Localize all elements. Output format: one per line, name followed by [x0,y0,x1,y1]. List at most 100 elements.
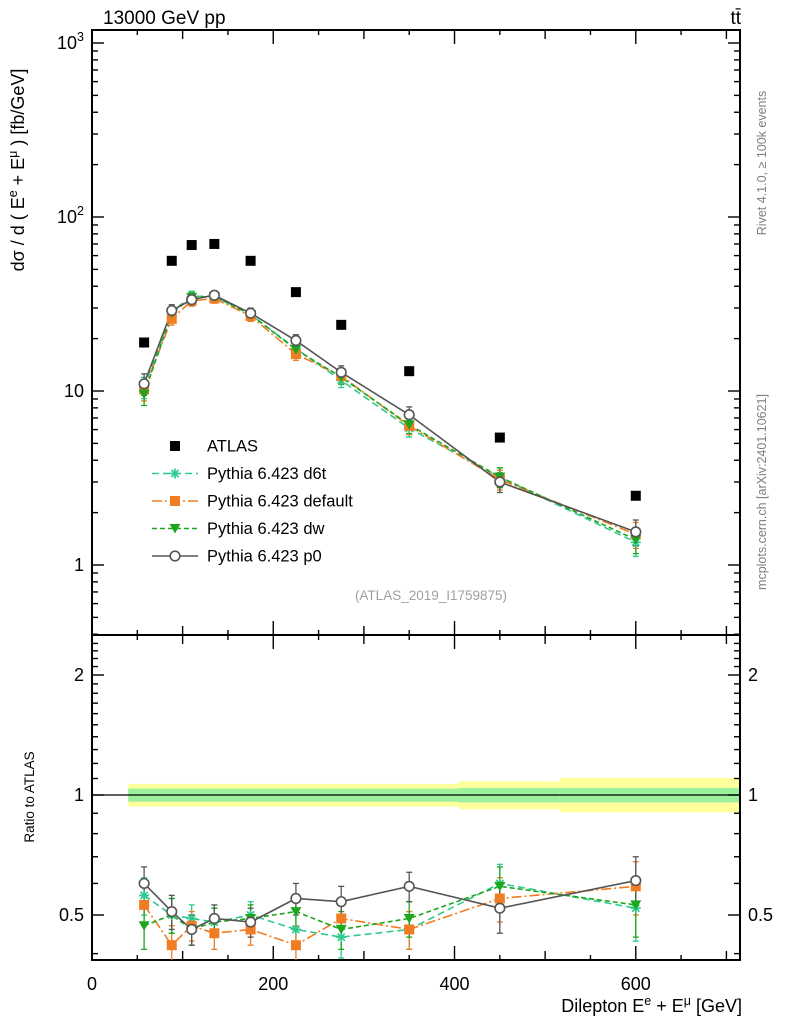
circle-marker [630,526,642,538]
ratio-p0-point [186,923,198,936]
ratio-p0-point [403,880,415,892]
x-tick-label: 400 [439,974,469,994]
legend-item-atlas: ATLAS [170,438,258,456]
legend-dw-marker [169,524,181,534]
ratio-default-point [494,893,505,904]
ratio-y-tick-label-right: 2 [748,665,758,685]
circle-marker [166,905,178,918]
star-arm [139,891,149,900]
ratio-y-tick-label: 0.5 [59,905,84,925]
series-atlas-point [336,319,347,330]
triangle-marker [403,913,415,924]
main-y-tick-label: 102 [57,204,84,227]
series-p0-point [630,526,642,538]
triangle-marker [494,881,506,892]
ratio-d6t-point [139,890,150,901]
ratio-dw-point [494,881,506,892]
square-marker [166,940,177,951]
series-p0-point [208,289,220,301]
square-marker [404,366,415,377]
ratio-dw-point [403,913,415,924]
square-marker [139,337,150,348]
series-p0-point [494,476,506,488]
ratio-default-point [630,881,641,892]
series-p0-point [403,409,415,421]
legend-p0-marker [169,550,181,562]
panel-frames [91,29,741,961]
square-marker [336,319,347,330]
series-p0-point [138,378,150,390]
legend-label: Pythia 6.423 d6t [207,465,327,483]
triangle-marker [335,924,347,935]
legend: ATLAS Pythia 6.423 d6t Pythia 6.423 defaul… [152,438,353,566]
series-atlas-point [404,366,415,377]
mcplots-reference-note: mcplots.cern.ch [arXiv:2401.10621] [755,394,769,590]
ratio-default-point [245,924,256,935]
circle-marker [403,409,415,421]
series-dw-point [403,420,415,430]
star-arm [291,925,301,934]
ratio-p0-line [143,879,636,931]
triangle-marker [169,524,181,534]
square-marker [245,924,256,935]
star-arm [337,932,346,942]
circle-marker [290,892,302,905]
square-marker [166,313,177,324]
series-default-point [139,384,150,395]
circle-marker [208,912,220,925]
circle-marker [245,307,257,319]
triangle-marker [138,389,150,400]
rivet-version-note: Rivet 4.1.0, ≥ 100k events [755,91,769,235]
legend-item-d6t: Pythia 6.423 d6t [152,465,327,483]
legend-atlas-marker [170,441,180,451]
square-marker [170,496,180,506]
legend-d6t-marker [170,468,180,479]
process-title: tt̄ [730,8,741,29]
square-marker [186,240,197,251]
ratio-y-tick-label-right: 0.5 [748,905,773,925]
square-marker [290,940,301,951]
series-d6t-line [143,295,637,544]
main-y-tick-label: 103 [57,30,84,53]
circle-marker [630,874,642,887]
x-tick-label: 200 [258,974,288,994]
data-series [138,238,642,960]
ratio-panel-data [138,856,642,960]
circle-marker [186,294,198,306]
square-marker [139,899,150,910]
series-atlas-point [209,238,220,249]
circle-marker [494,476,506,488]
series-atlas-point [166,255,177,266]
circle-marker [138,378,150,390]
series-atlas-point [290,287,301,298]
beam-energy-title: 13000 GeV pp [103,8,226,29]
circle-marker [335,896,347,908]
legend-label: Pythia 6.423 p0 [207,548,322,566]
square-marker [336,913,347,924]
analysis-id-watermark: (ATLAS_2019_I1759875) [355,588,507,603]
ratio-p0-point [208,912,220,925]
circle-marker [208,289,220,301]
ratio-p0-point [494,902,506,914]
circle-marker [245,916,257,928]
ratio-p0-point [335,896,347,908]
square-marker [209,238,220,249]
legend-default-marker [170,496,180,506]
ratio-default-point [290,940,301,951]
ratio-default-point [336,913,347,924]
circle-marker [186,923,198,936]
legend-item-dw: Pythia 6.423 dw [152,520,324,538]
triangle-marker [290,907,302,917]
series-atlas-point [494,432,505,443]
ratio-dw-point [138,921,150,931]
series-p0-point [166,304,178,317]
legend-label: Pythia 6.423 default [207,493,353,511]
ratio-y-axis-title: Ratio to ATLAS [22,751,37,842]
ratio-y-tick-label: 1 [74,785,84,805]
square-marker [630,881,641,892]
series-p0-point [245,307,257,319]
ratio-dw-point [290,907,302,917]
ratio-uncertainty-bands [92,778,740,813]
triangle-marker [138,921,150,931]
